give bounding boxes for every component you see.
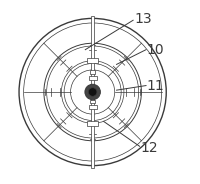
Circle shape [85, 84, 100, 100]
Bar [90, 70, 95, 74]
Text: 10: 10 [147, 43, 165, 57]
Bar [91, 16, 94, 168]
Bar [87, 121, 98, 126]
Text: 12: 12 [140, 141, 158, 155]
Bar [87, 58, 98, 63]
Text: 11: 11 [147, 79, 165, 93]
Bar [89, 76, 97, 80]
Circle shape [88, 88, 97, 96]
Bar [90, 100, 95, 103]
Text: 13: 13 [134, 12, 152, 26]
Bar [89, 105, 97, 109]
